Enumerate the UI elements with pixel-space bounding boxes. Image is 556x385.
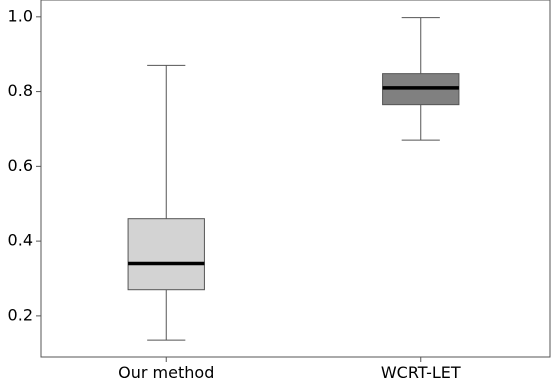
x-category-label: WCRT-LET bbox=[381, 363, 461, 382]
x-tick: Our method bbox=[118, 357, 214, 382]
x-tick: WCRT-LET bbox=[381, 357, 461, 382]
y-tick: 0.8 bbox=[8, 81, 41, 100]
y-tick-label: 0.6 bbox=[8, 156, 33, 175]
y-tick: 0.2 bbox=[8, 305, 41, 324]
x-axis: Our method WCRT-LET bbox=[118, 357, 461, 382]
y-axis: 1.0 0.8 0.6 0.4 0.2 bbox=[8, 6, 41, 324]
y-tick-label: 1.0 bbox=[8, 6, 33, 25]
plot-frame bbox=[40, 0, 551, 358]
y-tick-label: 0.2 bbox=[8, 305, 33, 324]
y-tick-label: 0.4 bbox=[8, 231, 33, 250]
iqr-box bbox=[127, 218, 205, 291]
y-tick: 0.6 bbox=[8, 156, 41, 175]
x-category-label: Our method bbox=[118, 363, 214, 382]
y-tick-label: 0.8 bbox=[8, 81, 33, 100]
y-tick: 1.0 bbox=[8, 6, 41, 25]
box-our-method bbox=[127, 64, 205, 341]
y-tick: 0.4 bbox=[8, 231, 41, 250]
box-wcrt-let bbox=[382, 17, 460, 141]
